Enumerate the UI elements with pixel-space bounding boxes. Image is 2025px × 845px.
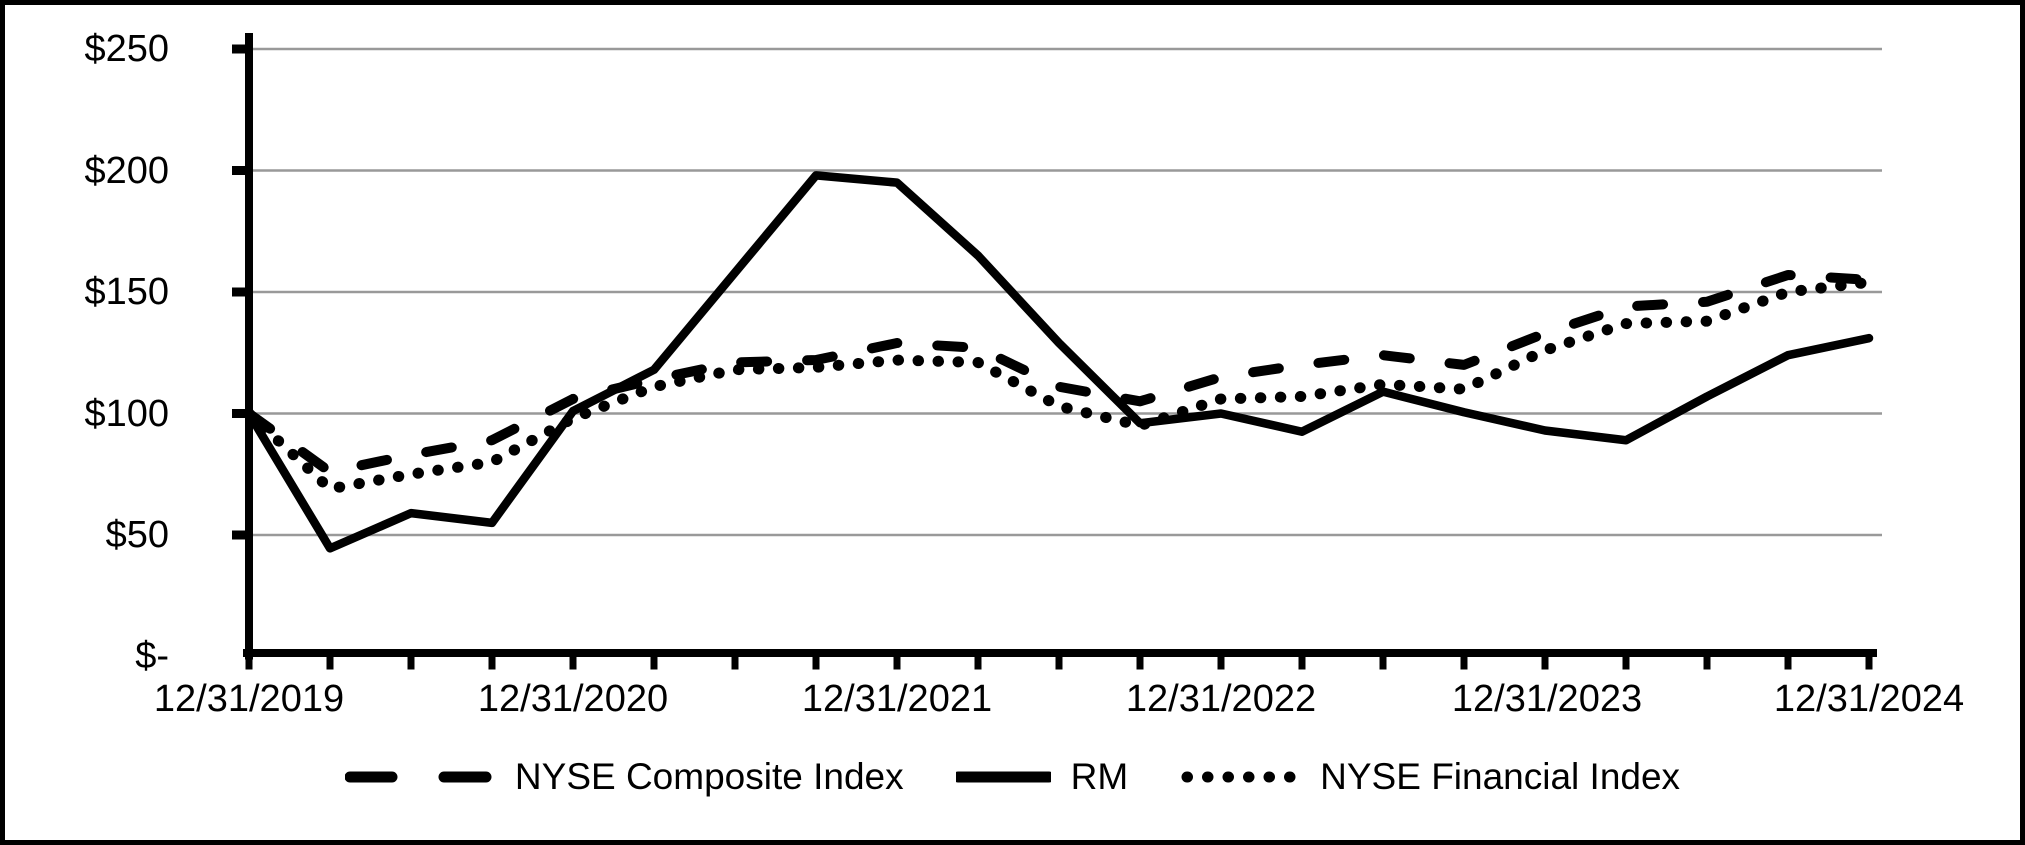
dotted-line-marker-icon	[1181, 771, 1301, 783]
legend-item-nyse-composite: NYSE Composite Index	[344, 756, 904, 798]
legend-label: RM	[1070, 756, 1129, 797]
legend-label: NYSE Composite Index	[514, 756, 904, 797]
x-axis-label-2022: 12/31/2022	[1125, 678, 1317, 720]
legend-label: NYSE Financial Index	[1320, 756, 1681, 797]
x-axis-label-2019: 12/31/2019	[153, 678, 345, 720]
y-axis-label-100: $100	[84, 393, 169, 435]
dashed-line-marker-icon	[344, 771, 495, 783]
chart-legend: NYSE Composite Index RM NYSE Financial I…	[5, 756, 2020, 798]
y-axis-label-200: $200	[84, 150, 169, 192]
x-axis-label-2024: 12/31/2024	[1773, 678, 1965, 720]
x-axis-label-2021: 12/31/2021	[801, 678, 993, 720]
legend-item-nyse-financial: NYSE Financial Index	[1180, 756, 1680, 798]
plot-area	[232, 33, 1882, 670]
y-axis-label-zero: $-	[135, 635, 169, 677]
y-axis-label-250: $250	[84, 28, 169, 70]
solid-line-marker-icon	[955, 771, 1051, 783]
y-axis-label-50: $50	[105, 514, 169, 556]
legend-item-rm: RM	[955, 756, 1129, 798]
x-axis-label-2023: 12/31/2023	[1451, 678, 1643, 720]
y-axis-label-150: $150	[84, 271, 169, 313]
x-axis-label-2020: 12/31/2020	[477, 678, 669, 720]
